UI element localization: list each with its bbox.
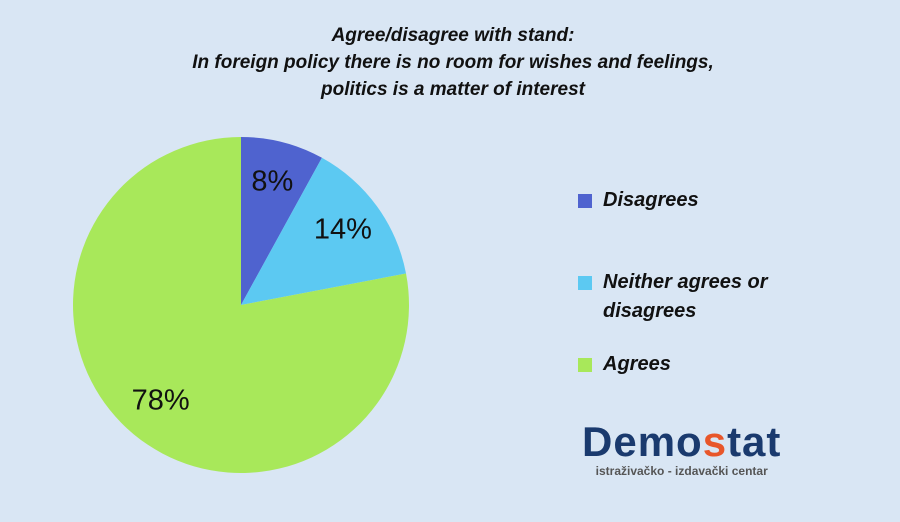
data-label: 78% [132,385,190,417]
legend-swatch [578,358,592,372]
legend-label: Disagrees [603,189,699,211]
legend-swatch [578,194,592,208]
data-label: 8% [251,166,293,198]
logo-part: tat [727,418,782,465]
pie-slice [73,137,410,474]
logo-tagline: istraživačko - izdavački centar [595,464,768,478]
legend-label: Neither agrees or disagrees [603,271,768,322]
legend-item: Agrees [578,350,778,379]
pie-slice [241,157,407,305]
logo-name: Demostat [582,420,781,464]
legend-item: Neither agrees or disagrees [578,268,778,326]
logo-part: s [702,418,728,465]
legend-label: Agrees [603,353,671,375]
chart-title: In foreign policy there is no room for w… [192,52,714,73]
chart-title: Agree/disagree with stand: [331,25,575,46]
pie-slice [241,137,322,305]
data-label: 14% [314,214,372,246]
legend-swatch [578,276,592,290]
legend-item: Disagrees [578,186,778,215]
chart-title: politics is a matter of interest [320,79,586,100]
logo: Demostat istraživačko - izdavački centar [582,420,781,479]
logo-part: Demo [582,418,703,465]
